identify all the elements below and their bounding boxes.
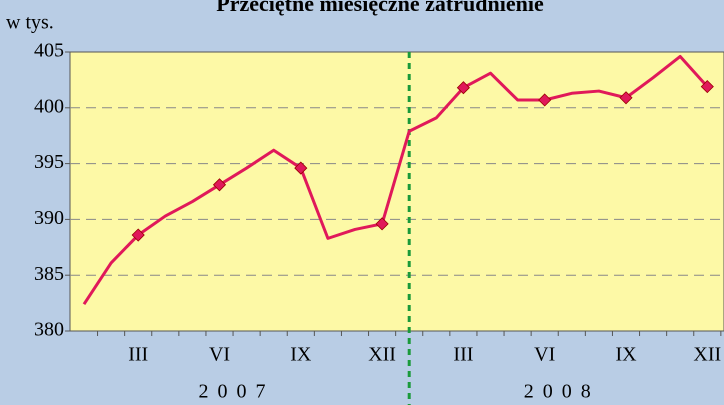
x-tick-label: IX xyxy=(615,344,637,366)
y-tick-label: 385 xyxy=(34,263,64,285)
x-tick-label: XII xyxy=(368,344,396,366)
y-axis-label: w tys. xyxy=(6,12,54,34)
marker xyxy=(375,217,389,231)
x-tick-label: III xyxy=(453,344,473,366)
y-tick-label: 400 xyxy=(34,95,64,117)
marker xyxy=(294,161,308,175)
line xyxy=(82,54,709,306)
chart-title: Przeciętne miesięczne zatrudnienie xyxy=(216,0,544,16)
x-tick-label: XII xyxy=(693,344,721,366)
marker xyxy=(131,228,145,242)
y-tick-label: 390 xyxy=(34,207,64,229)
x-tick-label: IX xyxy=(290,344,312,366)
marker xyxy=(700,80,714,94)
year-label: 2 0 0 7 xyxy=(199,381,268,403)
marker xyxy=(538,93,552,107)
marker xyxy=(212,178,227,192)
x-tick-label: VI xyxy=(534,344,555,366)
marker xyxy=(456,81,470,95)
year-label: 2 0 0 8 xyxy=(524,381,593,403)
y-tick-label: 380 xyxy=(34,319,64,341)
marker xyxy=(619,91,633,105)
y-tick-label: 395 xyxy=(34,151,64,173)
x-tick-label: III xyxy=(128,344,148,366)
plot-area xyxy=(69,51,724,332)
y-tick-label: 405 xyxy=(34,40,64,62)
x-tick-label: VI xyxy=(209,344,230,366)
